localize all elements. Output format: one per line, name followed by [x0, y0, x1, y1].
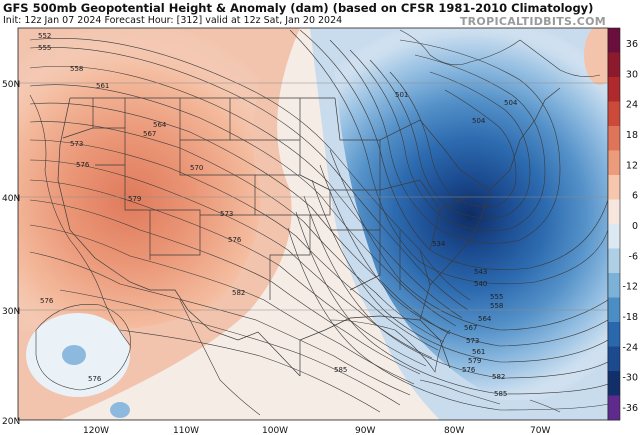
- contour-label: 501: [395, 91, 408, 99]
- state-borders: [57, 87, 561, 377]
- colorbar-tick-label: -6: [629, 251, 638, 262]
- longitude-axis: 120W 110W 100W 90W 80W 70W: [83, 426, 550, 435]
- contour-label: 543: [474, 268, 487, 276]
- contour-label: 567: [464, 324, 477, 332]
- colorbar-swatch: [608, 199, 620, 225]
- lon-label-90w: 90W: [355, 426, 375, 435]
- height-contours: [29, 29, 608, 413]
- lon-label-100w: 100W: [262, 426, 288, 435]
- contour-label: 573: [220, 210, 233, 218]
- warm-pocket-northeast: [584, 28, 608, 85]
- cold-anomaly-core: [330, 28, 608, 400]
- colorbar-tick-label: -12: [622, 282, 638, 293]
- colorbar-tick-label: 24: [626, 100, 638, 111]
- contour-labels: 5525555585615645675705735765795735765825…: [38, 32, 518, 398]
- contour-label: 564: [153, 121, 167, 129]
- colorbar-tick-label: 18: [626, 130, 638, 141]
- map-subtitle: Init: 12z Jan 07 2024 Forecast Hour: [31…: [3, 15, 343, 26]
- lon-label-110w: 110W: [173, 426, 199, 435]
- contour-label: 564: [478, 315, 492, 323]
- contour-label: 585: [334, 366, 347, 374]
- coastlines: [29, 29, 601, 416]
- lat-label-50n: 50N: [2, 80, 20, 90]
- map-title: GFS 500mb Geopotential Height & Anomaly …: [3, 1, 594, 15]
- colorbar-swatch: [608, 395, 620, 421]
- lat-label-20n: 20N: [2, 417, 20, 427]
- colorbar-tick-label: 6: [632, 191, 638, 202]
- colorbar-tick-label: 30: [626, 69, 638, 80]
- colorbar-swatch: [608, 371, 620, 396]
- colorbar-swatch: [608, 101, 620, 127]
- colorbar-frame: [607, 27, 621, 421]
- watermark: TROPICALTIDBITS.COM: [459, 15, 606, 28]
- contour-label: 555: [490, 293, 503, 301]
- cool-pocket-south: [110, 402, 130, 418]
- contour-label: 552: [38, 32, 51, 40]
- contour-label: 573: [466, 337, 479, 345]
- map-field: 5525555585615645675705735765795735765825…: [18, 28, 608, 420]
- contour-label: 567: [143, 130, 156, 138]
- latitude-axis: 50N 40N 30N 20N: [2, 80, 20, 427]
- contour-label: 570: [190, 164, 203, 172]
- colorbar-swatch: [608, 52, 620, 78]
- contour-label: 558: [70, 65, 83, 73]
- contour-label: 540: [474, 280, 487, 288]
- contour-label: 504: [504, 99, 518, 107]
- contour-label: 582: [492, 373, 505, 381]
- lat-label-40n: 40N: [2, 194, 20, 204]
- colorbar-tick-label: 36: [626, 39, 638, 50]
- colorbar-tick-label: -24: [622, 342, 638, 353]
- colorbar-swatch: [608, 273, 620, 298]
- lat-lon-gridlines: [18, 82, 608, 420]
- contour-label: 576: [462, 366, 476, 374]
- contour-label: 576: [88, 375, 102, 383]
- colorbar-swatch: [608, 224, 620, 249]
- contour-label: 558: [490, 302, 503, 310]
- contour-label: 534: [432, 240, 446, 248]
- lat-label-30n: 30N: [2, 307, 20, 317]
- contour-label: 561: [472, 348, 485, 356]
- contour-label: 504: [472, 117, 486, 125]
- colorbar-swatch: [608, 150, 620, 176]
- contour-label: 555: [38, 44, 51, 52]
- colorbar-tick-label: -30: [622, 373, 638, 384]
- colorbar-swatch: [608, 346, 620, 372]
- colorbar-swatch: [608, 77, 620, 102]
- colorbar-swatch: [608, 248, 620, 274]
- lon-label-120w: 120W: [83, 426, 109, 435]
- contour-label: 576: [228, 236, 242, 244]
- anomaly-colorbar: 36 30 24 18 12 6 0 -6 -12 -18 -24 -30 -36: [607, 27, 638, 421]
- cool-pocket-core: [62, 345, 86, 365]
- colorbar-swatch: [608, 126, 620, 151]
- colorbar-swatch: [608, 175, 620, 200]
- colorbar-tick-label: -18: [622, 312, 638, 323]
- contour-label: 576: [76, 161, 90, 169]
- colorbar-swatch: [608, 297, 620, 323]
- contour-label: 579: [468, 357, 481, 365]
- contour-label: 582: [232, 289, 245, 297]
- lon-label-80w: 80W: [444, 426, 464, 435]
- contour-label: 561: [96, 82, 109, 90]
- contour-label: 573: [70, 140, 83, 148]
- contour-label: 579: [128, 195, 141, 203]
- lon-label-70w: 70W: [530, 426, 550, 435]
- contour-label: 576: [40, 297, 54, 305]
- colorbar-tick-label: -36: [622, 403, 638, 414]
- colorbar-tick-label: 0: [632, 221, 638, 232]
- colorbar-tick-label: 12: [626, 160, 638, 171]
- colorbar-swatch: [608, 28, 620, 53]
- contour-label: 585: [494, 390, 507, 398]
- colorbar-swatch: [608, 322, 620, 347]
